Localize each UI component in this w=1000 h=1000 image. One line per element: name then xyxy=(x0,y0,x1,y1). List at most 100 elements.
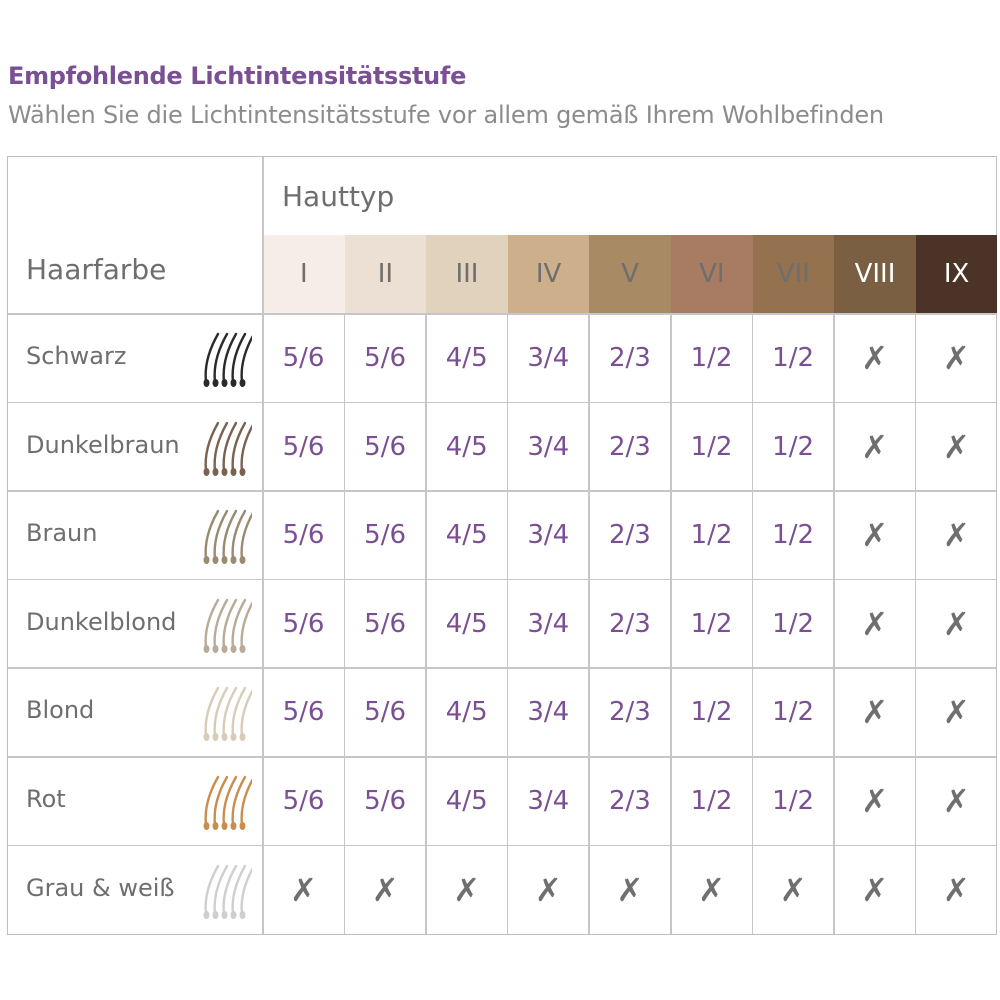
skin-type-i: I xyxy=(263,235,345,313)
intensity-cell: 5/6 xyxy=(364,520,407,551)
intensity-cell: ✗ xyxy=(942,516,970,555)
intensity-cell: ✗ xyxy=(942,782,970,820)
hair-strands-icon xyxy=(203,864,252,919)
intensity-cell: 5/6 xyxy=(364,786,407,816)
intensity-cell: 4/5 xyxy=(445,786,488,816)
intensity-cell: 3/4 xyxy=(527,786,570,816)
hair-color-label: Blond xyxy=(26,696,95,725)
hair-color-label: Schwarz xyxy=(26,342,127,370)
intensity-cell: ✗ xyxy=(534,870,562,909)
intensity-cell: ✗ xyxy=(453,870,481,909)
intensity-cell: 3/4 xyxy=(527,431,570,462)
hair-strands-icon xyxy=(203,775,252,830)
hair-strands-icon xyxy=(203,332,252,387)
skin-type-v: V xyxy=(589,235,671,313)
intensity-cell: 5/6 xyxy=(364,431,407,462)
intensity-cell: 1/2 xyxy=(690,343,733,373)
intensity-cell: 1/2 xyxy=(772,343,815,373)
intensity-cell: 2/3 xyxy=(608,343,651,373)
intensity-cell: 2/3 xyxy=(608,697,651,728)
hair-color-label: Dunkelbraun xyxy=(26,430,180,459)
intensity-cell: 2/3 xyxy=(608,520,651,551)
hair-color-label: Braun xyxy=(26,519,98,548)
intensity-cell: ✗ xyxy=(942,870,970,909)
divider xyxy=(343,314,346,934)
intensity-cell: 3/4 xyxy=(527,608,570,639)
intensity-cell: 2/3 xyxy=(608,431,651,462)
intensity-cell: ✗ xyxy=(861,339,889,377)
divider xyxy=(8,667,996,669)
divider xyxy=(8,313,996,315)
intensity-cell: 5/6 xyxy=(364,608,407,639)
hair-strands-icon xyxy=(203,421,252,476)
intensity-cell: ✗ xyxy=(616,870,644,909)
skin-type-vii: VII xyxy=(752,235,835,313)
intensity-cell: 5/6 xyxy=(364,697,407,728)
divider xyxy=(262,157,264,934)
divider xyxy=(670,314,672,934)
intensity-cell: 4/5 xyxy=(445,608,488,639)
divider xyxy=(506,314,509,934)
intensity-cell: 1/2 xyxy=(772,608,815,639)
skin-type-viii: VIII xyxy=(834,235,916,313)
intensity-cell: 3/4 xyxy=(527,520,570,551)
intensity-cell: ✗ xyxy=(942,693,970,732)
intensity-cell: 5/6 xyxy=(282,520,325,551)
hair-strands-icon xyxy=(203,598,252,653)
intensity-cell: ✗ xyxy=(942,427,970,466)
intensity-cell: 2/3 xyxy=(608,608,651,639)
intensity-cell: 3/4 xyxy=(527,697,570,728)
intensity-cell: 5/6 xyxy=(282,697,325,728)
intensity-cell: 5/6 xyxy=(282,431,325,462)
divider xyxy=(8,490,996,492)
intensity-cell: ✗ xyxy=(779,870,807,909)
intensity-cell: 1/2 xyxy=(690,431,733,462)
hair-color-label: Grau & weiß xyxy=(26,873,175,902)
intensity-cell: 1/2 xyxy=(772,697,815,728)
intensity-cell: ✗ xyxy=(861,516,889,555)
hair-strands-icon xyxy=(203,509,252,565)
intensity-cell: ✗ xyxy=(861,604,889,643)
divider xyxy=(914,314,917,934)
intensity-cell: ✗ xyxy=(861,693,889,732)
intensity-cell: 4/5 xyxy=(445,520,488,551)
intensity-cell: 4/5 xyxy=(445,431,488,462)
intensity-cell: 1/2 xyxy=(690,697,733,728)
divider xyxy=(588,314,590,934)
intensity-cell: 4/5 xyxy=(445,697,488,728)
intensity-cell: ✗ xyxy=(861,870,889,909)
divider xyxy=(425,314,427,934)
divider xyxy=(8,401,996,404)
intensity-cell: 1/2 xyxy=(690,520,733,551)
skin-type-vi: VI xyxy=(671,235,753,313)
page-title: Empfohlende Lichtintensitätsstufe xyxy=(8,62,467,90)
intensity-cell: 1/2 xyxy=(690,786,733,816)
divider xyxy=(833,314,835,934)
intensity-cell: 1/2 xyxy=(690,608,733,639)
divider xyxy=(8,844,996,847)
intensity-cell: 2/3 xyxy=(608,786,651,816)
hair-color-label: Rot xyxy=(26,785,66,813)
hair-color-label: Dunkelblond xyxy=(26,607,177,636)
intensity-cell: ✗ xyxy=(861,782,889,820)
page-subtitle: Wählen Sie die Lichtintensitätsstufe vor… xyxy=(8,101,884,129)
intensity-cell: ✗ xyxy=(942,604,970,643)
skin-type-header: Hauttyp xyxy=(282,180,395,213)
intensity-cell: 4/5 xyxy=(445,343,488,373)
intensity-cell: 5/6 xyxy=(282,608,325,639)
intensity-cell: ✗ xyxy=(698,870,725,909)
intensity-cell: 5/6 xyxy=(282,786,325,816)
hair-color-header: Haarfarbe xyxy=(26,253,167,286)
divider xyxy=(8,578,996,581)
intensity-cell: 5/6 xyxy=(282,343,325,373)
intensity-cell: 5/6 xyxy=(364,343,407,373)
divider xyxy=(8,756,996,758)
intensity-cell: 1/2 xyxy=(772,786,815,816)
intensity-cell: ✗ xyxy=(861,427,889,466)
intensity-cell: ✗ xyxy=(942,339,970,377)
intensity-cell: ✗ xyxy=(371,870,399,909)
intensity-cell: 1/2 xyxy=(772,520,815,551)
intensity-cell: 1/2 xyxy=(772,431,815,462)
skin-type-ix: IX xyxy=(915,235,998,313)
skin-type-iii: III xyxy=(426,235,508,313)
